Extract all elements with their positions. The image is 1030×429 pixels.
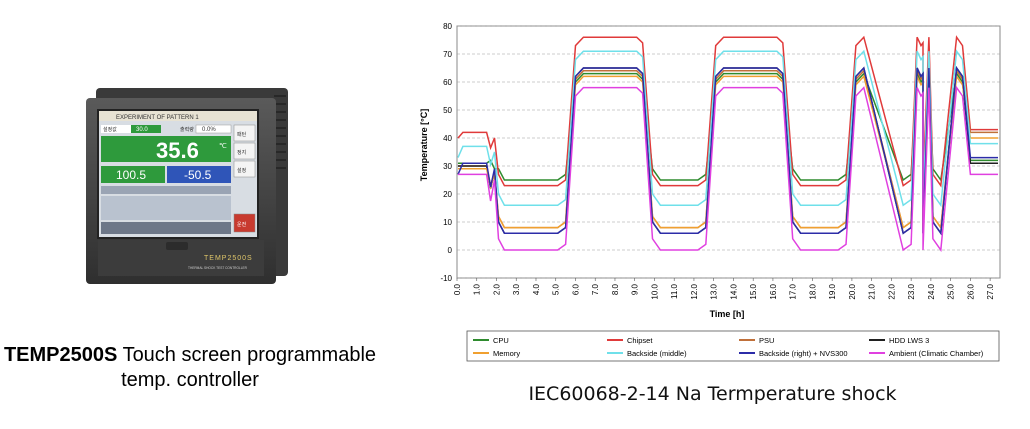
y-tick-label: -10: [440, 274, 452, 283]
out-label: 출력량: [180, 126, 194, 133]
x-tick-label: 24.0: [927, 283, 936, 299]
y-tick-label: 10: [443, 218, 452, 227]
y-tick-label: 30: [443, 162, 452, 171]
x-tick-label: 21.0: [868, 283, 877, 299]
y-tick-label: 70: [443, 50, 452, 59]
chart-series: [457, 35, 998, 253]
legend-entry: Backside (middle): [627, 349, 687, 358]
cold-value: -50.5: [184, 168, 212, 182]
x-tick-label: 22.0: [887, 283, 896, 299]
chart-legend: CPU Chipset PSU HDD LWS 3 Memory Backside (mi…: [466, 330, 1000, 362]
x-tick-label: 20.0: [848, 283, 857, 299]
set-value: 30.0: [136, 127, 148, 133]
legend-entry: Backside (right) + NVS300: [759, 349, 848, 358]
screen-header: EXPERIMENT OF PATTERN 1: [116, 115, 199, 121]
x-tick-label: 16.0: [769, 283, 778, 299]
controller-device-image: EXPERIMENT OF PATTERN 1 설정값 30.0 출력량 0.0…: [86, 88, 288, 284]
x-tick-label: 2.0: [492, 283, 501, 295]
svg-text:패턴: 패턴: [237, 131, 247, 138]
x-tick-label: 9.0: [631, 283, 640, 295]
series-line-ambient-climatic-chamber-: [458, 85, 998, 253]
y-tick-label: 50: [443, 106, 452, 115]
main-display: [101, 136, 231, 162]
temperature-shock-chart: -10 0 10 20 30 40 50 60 70 80 0.0 1.0 2.0 3.0 4.0 5.0 6…: [419, 22, 1001, 362]
y-tick-label: 20: [443, 190, 452, 199]
side-button-run[interactable]: [233, 213, 256, 233]
x-tick-label: 11.0: [670, 283, 679, 299]
series-line-backside-middle-: [457, 49, 998, 208]
x-tick-label: 13.0: [710, 283, 719, 299]
main-value: 35.6: [156, 138, 199, 163]
legend-entry: Ambient (Climatic Chamber): [889, 349, 984, 358]
x-tick-label: 4.0: [532, 283, 541, 295]
x-tick-label: 27.0: [986, 283, 995, 299]
main-unit: ℃: [219, 143, 227, 150]
side-button-stop[interactable]: [233, 142, 256, 160]
y-tick-label: 60: [443, 78, 452, 87]
y-tick-label: 40: [443, 134, 452, 143]
y-axis-label: Temperature [°C]: [419, 109, 429, 181]
x-tick-label: 6.0: [571, 283, 580, 295]
x-tick-label: 7.0: [591, 283, 600, 295]
y-tick-label: 0: [448, 246, 453, 255]
x-tick-label: 14.0: [729, 283, 738, 299]
plot-area: [456, 25, 1001, 279]
hot-display: [101, 166, 165, 183]
device-subtitle: THERMAL SHOCK TEST CONTROLLER: [188, 266, 248, 270]
x-tick-label: 0.0: [453, 283, 462, 295]
x-tick-label: 18.0: [808, 283, 817, 299]
legend-entry: PSU: [759, 336, 774, 345]
legend-entry: Memory: [493, 349, 520, 358]
legend-box: [466, 330, 1000, 362]
x-tick-label: 8.0: [611, 283, 620, 295]
set-label: 설정값: [103, 126, 117, 133]
y-tick-label: 80: [443, 22, 452, 31]
x-tick-label: 10.0: [650, 283, 659, 299]
x-tick-label: 1.0: [473, 283, 482, 295]
x-tick-label: 15.0: [749, 283, 758, 299]
door-latch: [166, 242, 188, 250]
legend-entry: Chipset: [627, 336, 653, 345]
svg-text:운전: 운전: [237, 221, 247, 228]
x-axis-ticks: 0.0 1.0 2.0 3.0 4.0 5.0 6.0 7.0 8.0 9.0 10.0 11.0 12…: [453, 278, 995, 300]
legend-entry: CPU: [493, 336, 509, 345]
x-axis-label: Time [h]: [710, 309, 745, 319]
brand-logo: TEMP2500S: [204, 255, 253, 262]
x-tick-label: 19.0: [828, 283, 837, 299]
hot-value: 100.5: [116, 168, 146, 182]
x-tick-label: 3.0: [512, 283, 521, 295]
screen-header-bar: [99, 111, 257, 121]
side-button-pattern[interactable]: [233, 124, 256, 142]
svg-text:정지: 정지: [237, 149, 246, 156]
device-caption: TEMP2500S Touch screen programmable temp…: [0, 343, 380, 393]
chart-caption: IEC60068-2-14 Na Termperature shock: [528, 383, 897, 405]
chart-grid: [456, 25, 1001, 279]
cold-display: [167, 166, 231, 183]
svg-text:설정: 설정: [237, 167, 246, 174]
device-caption-line2: temp. controller: [121, 369, 259, 391]
x-tick-label: 17.0: [789, 283, 798, 299]
x-tick-label: 23.0: [907, 283, 916, 299]
device-caption-rest: Touch screen programmable: [122, 344, 377, 366]
x-tick-label: 5.0: [552, 283, 561, 295]
side-button-setting[interactable]: [233, 160, 256, 178]
device-model-name: TEMP2500S: [3, 344, 118, 366]
out-value: 0.0%: [202, 127, 216, 133]
x-tick-label: 26.0: [966, 283, 975, 299]
legend-entry: HDD LWS 3: [889, 336, 929, 345]
y-axis-ticks: -10 0 10 20 30 40 50 60 70 80: [440, 22, 452, 283]
x-tick-label: 25.0: [947, 283, 956, 299]
x-tick-label: 12.0: [690, 283, 699, 299]
